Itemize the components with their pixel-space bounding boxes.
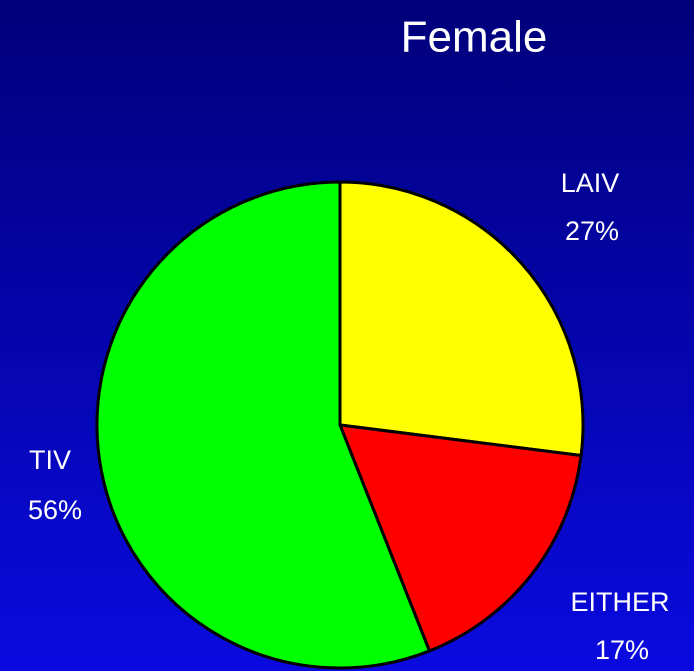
- slice-value-label: 27%: [565, 216, 619, 246]
- slice-value-label: 56%: [28, 495, 82, 525]
- slice-label: TIV: [29, 445, 71, 475]
- chart-title: Female: [401, 13, 548, 62]
- pie-slice: [338, 423, 583, 653]
- slice-value-label: 17%: [595, 635, 649, 665]
- slice-label: LAIV: [561, 168, 620, 198]
- pie-slice: [338, 180, 585, 457]
- slice-label: EITHER: [570, 587, 669, 617]
- pie: [95, 180, 585, 670]
- pie-slice: [95, 180, 431, 670]
